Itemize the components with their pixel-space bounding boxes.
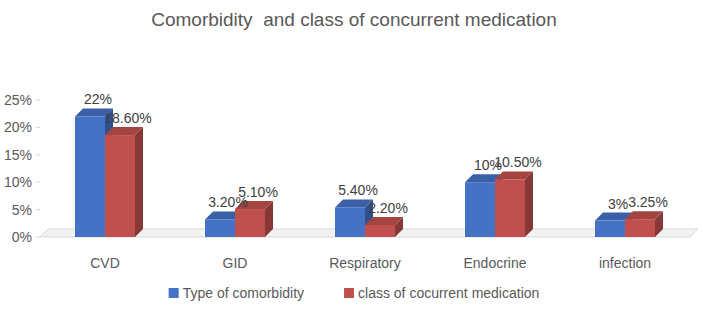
bar-side [525, 171, 533, 237]
category-label: infection [599, 255, 651, 271]
data-label: 5.10% [238, 184, 278, 200]
bar-side [135, 127, 143, 237]
bar-top [625, 211, 663, 219]
bar [595, 221, 625, 237]
data-label: 18.60% [104, 110, 151, 126]
data-label: 22% [84, 91, 112, 107]
bar [75, 116, 105, 237]
bar [235, 209, 265, 237]
data-label: 2.20% [368, 200, 408, 216]
tick-label: 0% [12, 229, 32, 245]
tick-label: 20% [4, 119, 32, 135]
tick-mark [36, 182, 40, 183]
tick-mark [36, 100, 40, 101]
bar [495, 179, 525, 237]
tick-label: 15% [4, 147, 32, 163]
tick-label: 10% [4, 174, 32, 190]
data-label: 5.40% [338, 182, 378, 198]
category-label: GID [223, 255, 248, 271]
tick-mark [36, 154, 40, 155]
bar-top [365, 217, 403, 225]
legend: Type of comorbidity class of cocurrent me… [169, 285, 540, 301]
tick-mark [36, 209, 40, 210]
tick-mark [36, 127, 40, 128]
bar [205, 219, 235, 237]
bars [75, 108, 663, 237]
category-label: Endocrine [463, 255, 526, 271]
tick-label: 5% [12, 202, 32, 218]
legend-swatch [169, 288, 179, 298]
labels: 22%18.60%3.20%5.10%5.40%2.20%10%10.50%3%… [84, 91, 668, 216]
bar-top [105, 127, 143, 135]
chart: Comorbidity and class of concurrent medi… [0, 0, 708, 309]
category-label: CVD [90, 255, 120, 271]
bar [105, 135, 135, 237]
bar [365, 225, 395, 237]
bar [335, 207, 365, 237]
legend-swatch [344, 288, 354, 298]
legend-label: Type of comorbidity [183, 285, 304, 301]
tick-label: 25% [4, 92, 32, 108]
data-label: 3.25% [628, 194, 668, 210]
legend-label: class of cocurrent medication [358, 285, 539, 301]
bar [465, 182, 495, 237]
category-label: Respiratory [329, 255, 401, 271]
data-label: 3% [608, 196, 628, 212]
title: Comorbidity and class of concurrent medi… [151, 9, 557, 30]
data-label: 10.50% [494, 154, 541, 170]
bar [625, 219, 655, 237]
